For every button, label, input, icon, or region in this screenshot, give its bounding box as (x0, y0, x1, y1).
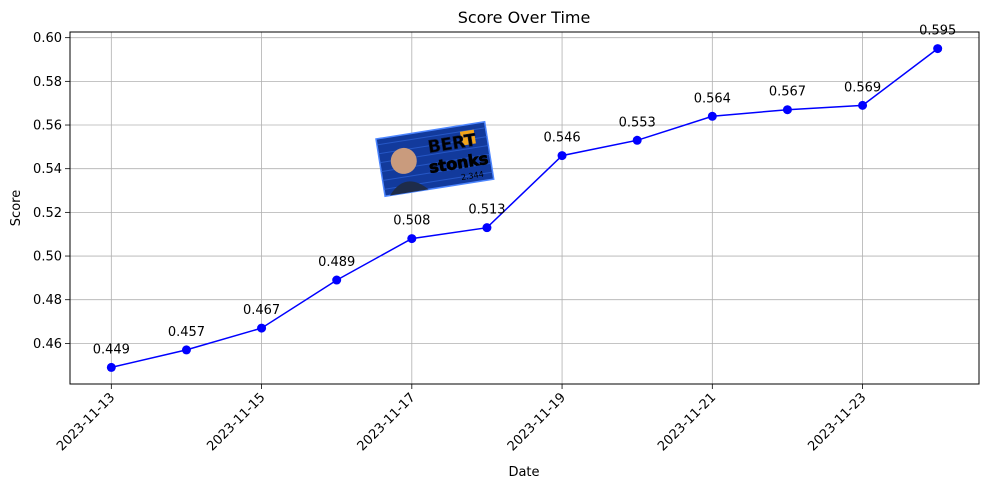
data-point (933, 44, 943, 54)
x-tick-label: 2023-11-21 (655, 390, 719, 454)
y-axis-label: Score (9, 190, 24, 226)
x-tick-label: 2023-11-19 (505, 390, 569, 454)
data-label: 0.449 (93, 342, 130, 357)
data-label: 0.569 (844, 80, 881, 95)
data-label: 0.564 (694, 91, 731, 106)
y-tick-label: 0.46 (33, 337, 62, 352)
grid-lines (70, 32, 979, 384)
y-tick-label: 0.50 (33, 250, 62, 265)
y-tick-label: 0.58 (33, 75, 62, 90)
stonks-face (390, 147, 417, 174)
y-tick-label: 0.54 (33, 162, 62, 177)
x-tick-label: 2023-11-15 (204, 390, 268, 454)
data-label: 0.546 (543, 131, 580, 146)
y-tick-label: 0.56 (33, 119, 62, 134)
data-label: 0.467 (243, 303, 280, 318)
data-point (332, 275, 342, 285)
data-label: 0.567 (769, 85, 806, 100)
data-point (482, 223, 492, 233)
data-label: 0.513 (468, 203, 505, 218)
series-line (111, 48, 939, 369)
image-text-number: 2.344 (460, 170, 484, 182)
x-tick-label: 2023-11-23 (805, 390, 869, 454)
series-layer: 0.449 0.457 0.467 0.489 0.508 0.513 0.546 0.553… (93, 24, 956, 372)
data-point (181, 345, 191, 355)
data-label: 0.508 (393, 214, 430, 229)
data-label: 0.489 (318, 255, 355, 270)
image-stripe (382, 162, 492, 181)
data-label: 0.553 (619, 115, 656, 130)
data-label: 0.457 (168, 325, 205, 340)
x-tick-label: 2023-11-17 (355, 390, 419, 454)
data-point (257, 323, 267, 333)
y-tick-label: 0.52 (33, 206, 62, 221)
data-point (707, 111, 717, 121)
x-axis-label: Date (508, 465, 539, 480)
data-point (557, 151, 567, 161)
chart-title: Score Over Time (458, 8, 591, 27)
stonks-suit (390, 181, 429, 196)
data-label: 0.595 (919, 24, 956, 39)
data-point (106, 362, 116, 372)
data-point (858, 100, 868, 110)
x-tick-label: 2023-11-13 (54, 390, 118, 454)
y-tick-label: 0.48 (33, 293, 62, 308)
data-point (632, 135, 642, 145)
axis-ticks: 2023-11-13 2023-11-15 2023-11-17 2023-11-19… (33, 31, 869, 454)
plot-frame (69, 31, 980, 385)
y-tick-label: 0.60 (33, 31, 62, 46)
orange-block (459, 129, 476, 146)
data-point (407, 234, 417, 244)
data-point (782, 105, 792, 115)
image-border (375, 120, 495, 198)
